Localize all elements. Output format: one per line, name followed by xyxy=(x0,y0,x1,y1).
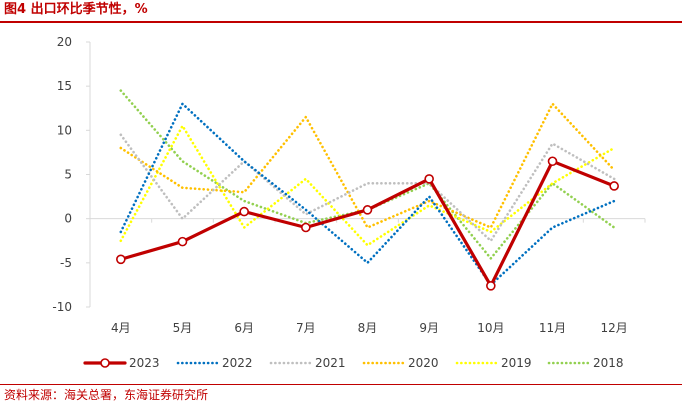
x-tick-label: 5月 xyxy=(173,321,193,335)
legend-label: 2018 xyxy=(593,356,624,370)
y-tick-label: -10 xyxy=(52,300,72,314)
x-tick-label: 4月 xyxy=(111,321,131,335)
y-tick-label: 5 xyxy=(64,168,72,182)
title-rule xyxy=(0,21,682,23)
x-tick-label: 10月 xyxy=(477,321,504,335)
legend-item-2022: 2022 xyxy=(176,356,253,370)
y-tick-label: 10 xyxy=(57,123,72,137)
series-line-2022 xyxy=(119,102,616,287)
data-point-2023 xyxy=(301,222,311,233)
series-line-2021 xyxy=(119,133,616,243)
figure-title: 图4 出口环比季节性，% xyxy=(4,2,148,17)
data-point-2023 xyxy=(486,280,496,291)
x-tick-label: 9月 xyxy=(419,321,439,335)
chart-legend: 2023 2022 2021 2020 2019 2018 xyxy=(83,356,624,370)
data-point-2023 xyxy=(424,174,434,184)
x-tick-label: 7月 xyxy=(296,321,316,335)
source-rule xyxy=(0,384,682,385)
legend-label: 2019 xyxy=(501,356,532,370)
x-tick-label: 8月 xyxy=(358,321,378,335)
source-note: 资料来源：海关总署，东海证券研究所 xyxy=(4,388,209,402)
series-line-2023 xyxy=(119,159,616,288)
x-tick-label: 6月 xyxy=(234,321,254,335)
data-point-2023 xyxy=(177,236,188,247)
data-point-2023 xyxy=(116,254,126,265)
legend-marker xyxy=(100,358,110,368)
y-tick-label: 15 xyxy=(57,79,72,93)
axes-layer: -10 -5 0 5 10 15 20 4月 5月 6月 7月 8月 9月 10月 11月 12月 xyxy=(52,35,646,335)
legend-label: 2022 xyxy=(222,356,253,370)
legend-item-2021: 2021 xyxy=(269,356,346,370)
y-tick-label: -5 xyxy=(60,256,72,270)
data-point-2023 xyxy=(239,206,249,217)
y-tick-label: 0 xyxy=(64,212,72,226)
legend-item-2023: 2023 xyxy=(83,356,160,370)
legend-item-2019: 2019 xyxy=(455,356,532,370)
legend-item-2018: 2018 xyxy=(547,356,624,370)
series-line-2020 xyxy=(119,102,616,229)
series-layer xyxy=(116,89,619,291)
y-tick-label: 20 xyxy=(57,35,72,49)
data-point-2023 xyxy=(547,156,558,167)
legend-label: 2021 xyxy=(315,356,346,370)
legend-label: 2020 xyxy=(408,356,439,370)
data-point-2023 xyxy=(362,205,373,215)
legend-item-2020: 2020 xyxy=(362,356,439,370)
x-tick-label: 12月 xyxy=(601,321,628,335)
legend-label: 2023 xyxy=(129,356,160,370)
data-point-2023 xyxy=(609,181,619,191)
x-tick-label: 11月 xyxy=(539,321,566,335)
